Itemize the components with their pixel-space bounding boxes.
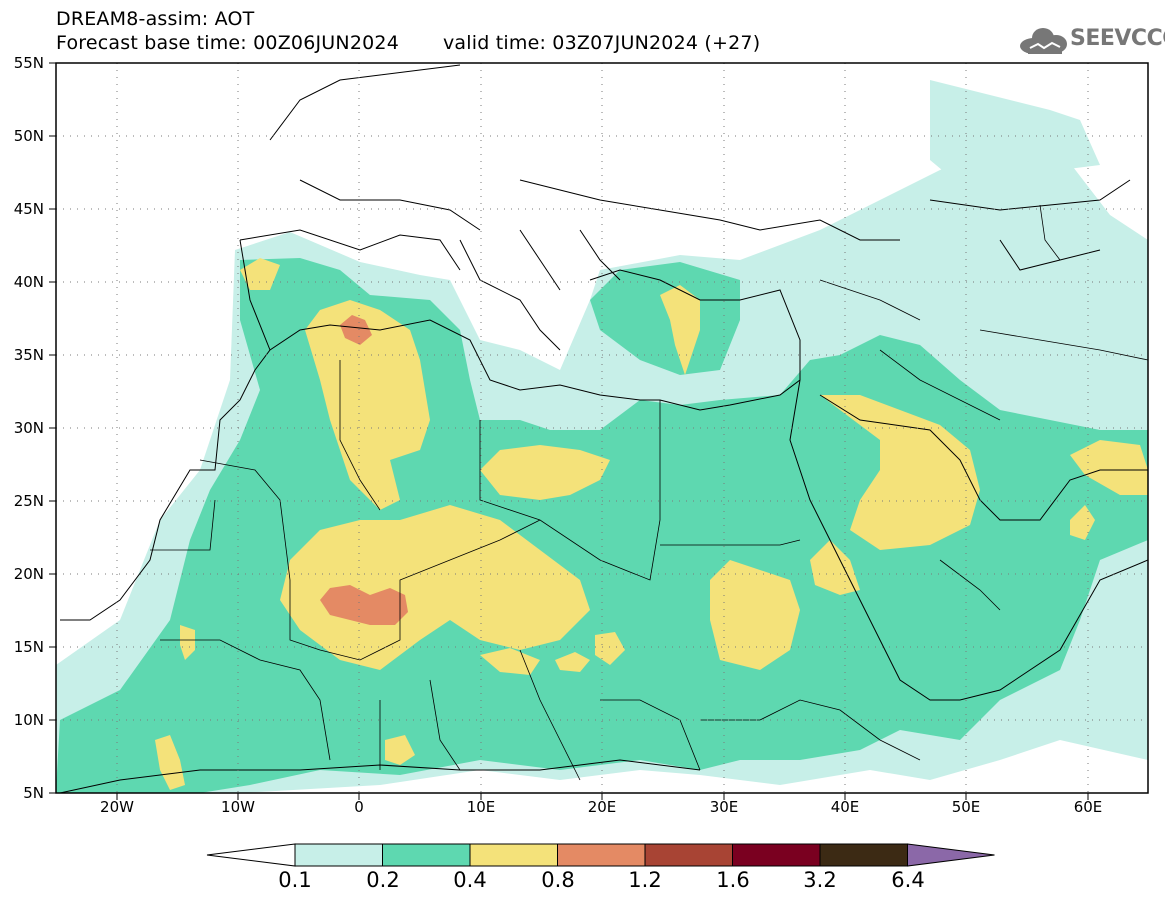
x-tick-label: 20E [587, 798, 617, 816]
logo [1020, 28, 1067, 54]
valid-time: valid time: 03Z07JUN2024 (+27) [442, 32, 761, 54]
colorbar-label: 0.8 [541, 868, 575, 892]
x-tick-label: 60E [1073, 798, 1103, 816]
colorbar-label: 0.1 [278, 868, 312, 892]
y-tick-label: 40N [13, 273, 44, 291]
logo-text: SEEVCCC [1070, 26, 1165, 51]
colorbar-label: 1.2 [628, 868, 662, 892]
forecast-time-line: Forecast base time: 00Z06JUN2024 valid ti… [56, 32, 760, 54]
colorbar-label: 0.2 [366, 868, 400, 892]
x-tick-label: 0 [354, 798, 364, 816]
x-tick-label: 40E [830, 798, 860, 816]
base-time: Forecast base time: 00Z06JUN2024 [56, 32, 399, 54]
colorbar-label: 6.4 [891, 868, 925, 892]
y-tick-label: 20N [13, 565, 44, 583]
y-tick-label: 5N [23, 784, 44, 802]
colorbar-label: 1.6 [716, 868, 750, 892]
map-title: DREAM8-assim: AOT [56, 8, 255, 30]
y-tick-label: 55N [13, 54, 44, 72]
x-tick-label: 20W [100, 798, 134, 816]
x-tick-label: 30E [709, 798, 739, 816]
aot-level-0.4 [155, 258, 1148, 790]
aot-level-0.8 [320, 315, 408, 625]
x-tick-label: 10W [221, 798, 255, 816]
aot-fields [56, 63, 1148, 793]
y-tick-label: 10N [13, 711, 44, 729]
y-tick-label: 30N [13, 419, 44, 437]
x-tick-label: 50E [951, 798, 981, 816]
x-tick-label: 10E [466, 798, 496, 816]
axis-ticks [49, 62, 1089, 800]
y-tick-label: 50N [13, 127, 44, 145]
gridlines [56, 63, 1148, 793]
colorbar-label: 0.4 [453, 868, 487, 892]
y-tick-label: 35N [13, 346, 44, 364]
colorbar-label: 3.2 [803, 868, 837, 892]
cloud-icon [1020, 28, 1067, 54]
y-tick-label: 45N [13, 200, 44, 218]
y-tick-label: 15N [13, 638, 44, 656]
y-tick-label: 25N [13, 492, 44, 510]
